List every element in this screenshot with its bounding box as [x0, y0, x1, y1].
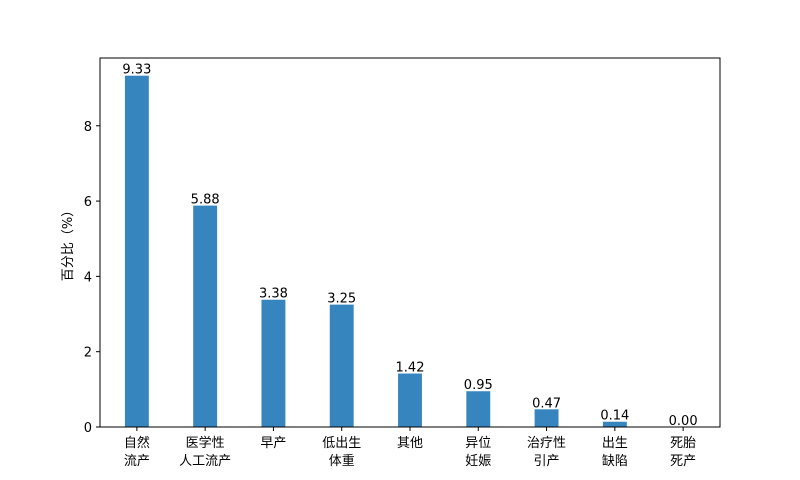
bar-5: [466, 391, 491, 427]
bar-value-label-1: 5.88: [191, 193, 220, 208]
x-tick-label-line: 缺陷: [602, 454, 628, 469]
x-tick-label-line: 出生: [602, 436, 628, 451]
bar-value-label-2: 3.38: [259, 287, 288, 302]
y-tick-label-1: 2: [84, 346, 92, 361]
x-tick-label-0: 自然流产: [124, 435, 150, 469]
x-tick-label-2: 早产: [260, 436, 286, 451]
x-tick-label-line: 治疗性: [527, 436, 566, 451]
y-tick-label-2: 4: [84, 270, 92, 285]
y-tick-label-4: 8: [84, 120, 92, 135]
bar-6: [534, 409, 559, 427]
x-tick-label-4: 其他: [397, 436, 423, 451]
bar-1: [193, 205, 218, 427]
x-tick-label-line: 异位: [465, 436, 491, 451]
bar-value-label-4: 1.42: [396, 361, 425, 376]
bar-3: [329, 304, 354, 427]
x-tick-label-line: 引产: [534, 454, 560, 469]
bar-value-label-6: 0.47: [532, 396, 561, 411]
bar-value-label-8: 0.00: [669, 414, 698, 429]
x-tick-label-line: 医学性: [186, 435, 225, 451]
x-tick-label-line: 人工流产: [179, 454, 231, 469]
x-tick-label-line: 体重: [329, 453, 355, 469]
x-tick-label-line: 自然: [124, 435, 150, 451]
x-tick-label-7: 出生缺陷: [602, 436, 628, 469]
x-tick-label-1: 医学性人工流产: [179, 435, 231, 469]
x-tick-label-line: 其他: [397, 436, 423, 451]
bars-group: [124, 75, 627, 428]
bar-4: [398, 373, 422, 427]
bar-value-label-3: 3.25: [327, 292, 356, 307]
x-axis: 自然流产 医学性人工流产 早产 低出生体重 其他 异位妊娠 治疗性引产 出生缺陷 死胎死产: [124, 427, 696, 469]
x-tick-label-line: 死胎: [670, 436, 696, 451]
bar-labels-group: 9.33 5.88 3.38 3.25 1.42 0.95 0.47 0.14 0.00: [122, 63, 697, 429]
y-tick-label-0: 0: [84, 421, 92, 436]
x-tick-label-line: 早产: [260, 436, 286, 451]
y-tick-label-3: 6: [84, 195, 92, 210]
x-tick-label-5: 异位妊娠: [465, 436, 491, 469]
x-tick-label-line: 流产: [124, 454, 150, 469]
x-tick-label-line: 妊娠: [465, 454, 491, 469]
x-tick-label-3: 低出生体重: [322, 436, 361, 469]
x-tick-label-8: 死胎死产: [670, 436, 696, 469]
bar-value-label-5: 0.95: [464, 378, 493, 393]
bar-value-label-7: 0.14: [600, 409, 629, 424]
bar-7: [602, 421, 627, 427]
y-axis-title: 百分比（%）: [61, 204, 76, 281]
plot-frame: [99, 57, 721, 428]
y-axis: 0 2 4 6 8: [84, 120, 100, 436]
x-tick-label-line: 低出生: [322, 436, 361, 451]
x-tick-label-line: 死产: [670, 454, 696, 469]
bar-value-label-0: 9.33: [122, 63, 151, 78]
bar-0: [124, 75, 149, 428]
x-tick-label-6: 治疗性引产: [527, 436, 566, 469]
bar-2: [261, 299, 286, 427]
